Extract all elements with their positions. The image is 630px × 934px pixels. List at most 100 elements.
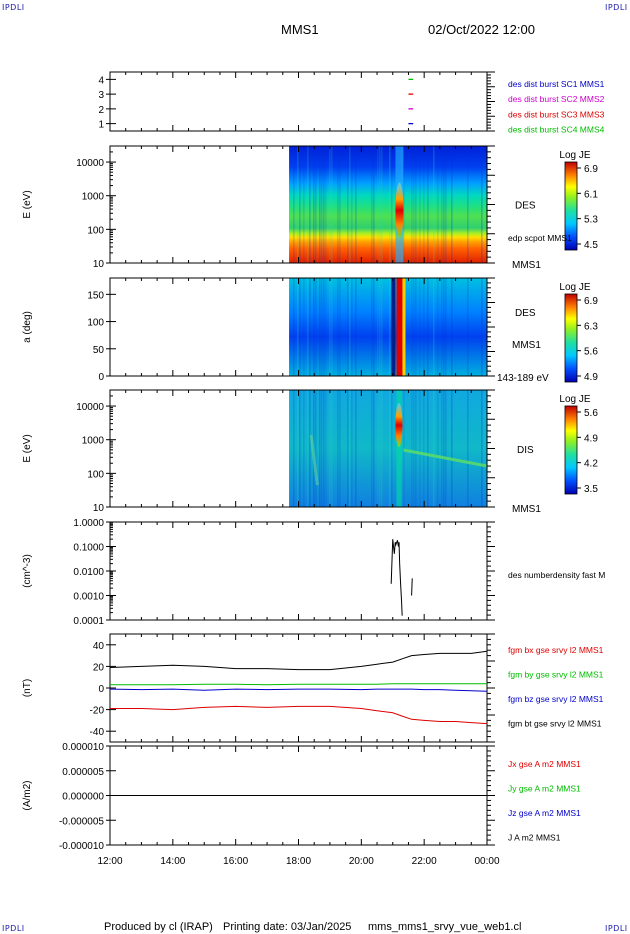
y-tick-label: 0.0100 (73, 567, 104, 578)
density-legend: des numberdensity fast M (508, 570, 605, 580)
spectrogram-texture (433, 390, 435, 507)
spectrogram-texture (347, 390, 349, 507)
ion-band (403, 448, 488, 468)
spectrogram-texture (379, 146, 381, 263)
y-axis-label-6: (nT) (22, 679, 33, 697)
y-tick-label: 10000 (76, 158, 104, 169)
spectrogram-texture (299, 146, 301, 263)
x-tick-label: 22:00 (412, 856, 437, 867)
spectrogram-texture (347, 146, 349, 263)
colorbar-tick-label: 4.9 (584, 372, 598, 383)
spectrogram-texture (451, 146, 453, 263)
spectrogram-texture (337, 390, 339, 507)
spectrogram-texture (355, 390, 357, 507)
y-tick-label: 20 (93, 662, 105, 673)
current-legend-2: Jz gse A m2 MMS1 (508, 808, 581, 818)
spectrogram-texture (377, 146, 379, 263)
colorbar-title-3: Log JE (559, 282, 590, 293)
event-streak (391, 278, 396, 376)
burst-legend-entry: des dist burst SC2 MMS2 (508, 94, 605, 104)
x-tick-label: 12:00 (97, 856, 122, 867)
corner-label-bottom-right: IPDLI (605, 924, 628, 933)
bfield-line-2 (109, 688, 488, 692)
y-tick-label: 0.0001 (73, 616, 104, 627)
panel-label-mission: MMS1 (512, 260, 541, 271)
spectrogram-texture (423, 390, 425, 507)
y-tick-label: 0.000010 (62, 742, 104, 753)
spectrogram-texture (433, 278, 435, 376)
y-tick-label: 1000 (82, 192, 105, 203)
colorbar-4 (564, 405, 578, 495)
spectrogram-texture (307, 390, 309, 507)
spectrogram-texture (371, 278, 373, 376)
spectrogram-texture (325, 390, 327, 507)
corner-label-top-right: IPDLI (605, 3, 628, 12)
spectrogram-texture (351, 146, 353, 263)
y-tick-label: 40 (93, 641, 105, 652)
y-tick-label: 1 (98, 120, 104, 131)
spectrogram-texture (481, 390, 483, 507)
spectrogram-texture (323, 278, 325, 376)
y-tick-label: 1000 (82, 436, 105, 447)
y-axis-label-2: E (eV) (22, 190, 33, 218)
panel-label-mission: MMS1 (512, 504, 541, 515)
spectrogram-texture (349, 390, 351, 507)
colorbar-tick-label: 4.5 (584, 240, 598, 251)
spectrogram-texture (315, 278, 317, 376)
panel-frame-6 (109, 633, 488, 743)
bfield-legend-1: fgm by gse srvy l2 MMS1 (508, 670, 604, 680)
y-tick-label: 0.0010 (73, 592, 104, 603)
spectrogram-texture (445, 390, 447, 507)
spectrogram-texture (303, 146, 305, 263)
spectrogram-texture (427, 390, 429, 507)
spectrogram-texture (303, 278, 305, 376)
spectrogram-texture (411, 278, 413, 376)
spectrogram-texture (381, 146, 383, 263)
spectrogram-texture (451, 390, 453, 507)
spectrogram-texture (373, 146, 375, 263)
y-tick-label: 10 (93, 503, 105, 514)
colorbar-tick-label: 5.6 (584, 347, 598, 358)
y-tick-label: 2 (98, 105, 104, 116)
colorbar-tick-label: 3.5 (584, 484, 598, 495)
colorbar-tick-label: 6.1 (584, 189, 598, 200)
spectrogram-texture (299, 278, 301, 376)
y-tick-label: 0 (98, 372, 104, 383)
spectrogram-texture (315, 146, 317, 263)
spectrogram-texture (413, 390, 415, 507)
y-tick-label: -0.000010 (59, 841, 104, 852)
spectrogram-texture (325, 278, 327, 376)
density-line (390, 539, 403, 616)
y-tick-label: 0.000005 (62, 767, 104, 778)
panel-label-energy: 143-189 eV (497, 373, 549, 384)
y-axis-label-7: (A/m2) (22, 781, 33, 811)
spectrogram-texture (307, 278, 309, 376)
spectrogram-texture (481, 146, 483, 263)
spectrogram-texture (329, 146, 331, 263)
spectrogram-texture (389, 146, 391, 263)
spectrogram-texture (325, 146, 327, 263)
spectrogram-texture (415, 278, 417, 376)
spectrogram-texture (293, 278, 295, 376)
spectrogram-texture (423, 278, 425, 376)
y-tick-label: 3 (98, 90, 104, 101)
y-tick-label: -0.000005 (59, 816, 104, 827)
panel-frame-1 (109, 71, 488, 132)
spectrogram-texture (339, 278, 341, 376)
spectrogram-texture (401, 390, 403, 507)
spectrogram-texture (297, 390, 299, 507)
footer-printing-date: Printing date: 03/Jan/2025 (223, 921, 351, 933)
event-edge (402, 278, 406, 376)
current-legend-1: Jy gse A m2 MMS1 (508, 784, 581, 794)
spectrogram-texture (403, 390, 405, 507)
y-tick-label: 10 (93, 259, 105, 270)
spectrogram-texture (467, 146, 469, 263)
colorbar-tick-label: 6.9 (584, 164, 598, 175)
spectrogram-texture (313, 146, 315, 263)
spectrogram-texture (309, 390, 311, 507)
spectrogram-texture (427, 278, 429, 376)
colorbar-tick-label: 4.2 (584, 459, 598, 470)
spectrogram-image-2 (289, 278, 487, 376)
spectrogram-texture (379, 390, 381, 507)
panel-label-scpot: edp scpot MMS1 (508, 233, 572, 243)
